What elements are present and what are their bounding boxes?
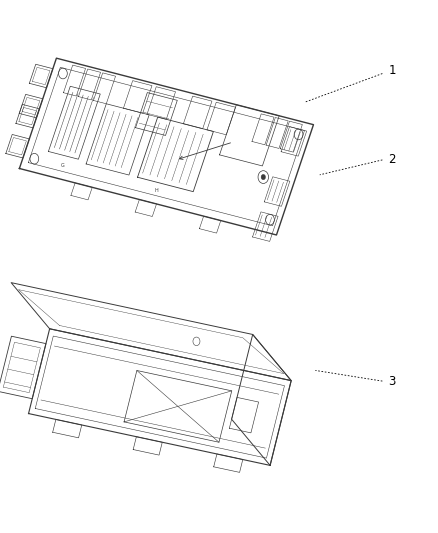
Text: 2: 2 bbox=[388, 154, 396, 166]
Text: G: G bbox=[60, 164, 64, 168]
Text: H: H bbox=[155, 188, 158, 193]
Text: 1: 1 bbox=[388, 64, 396, 77]
Text: 3: 3 bbox=[389, 375, 396, 387]
Circle shape bbox=[261, 174, 265, 180]
